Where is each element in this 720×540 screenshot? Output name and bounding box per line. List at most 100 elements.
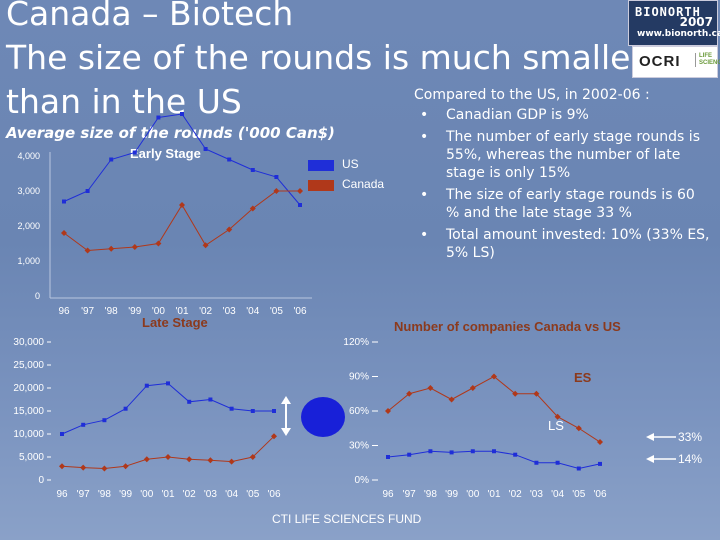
late-point-us bbox=[250, 409, 255, 413]
late-series-line-canada bbox=[61, 435, 275, 470]
late-x-tick-label: '03 bbox=[204, 489, 217, 500]
early-point-canada bbox=[108, 245, 115, 252]
early-x-tick-label: '99 bbox=[128, 306, 141, 317]
early-x-tick-label: '03 bbox=[223, 306, 236, 317]
late-point-us bbox=[81, 422, 86, 427]
companies-chart-title: Number of companies Canada vs US bbox=[394, 319, 621, 334]
companies-x-tick-label: '01 bbox=[487, 489, 500, 500]
late-point-us bbox=[208, 397, 213, 402]
companies-point-es bbox=[575, 425, 582, 432]
early-x-tick-label: '05 bbox=[270, 306, 283, 317]
companies-x-tick-label: '06 bbox=[593, 489, 606, 500]
companies-point-es bbox=[406, 390, 413, 397]
companies-point-ls bbox=[386, 455, 390, 459]
legend-canada-label: Canada bbox=[342, 177, 385, 191]
bullet-list: • Canadian GDP is 9% • The number of early… bbox=[412, 106, 712, 262]
companies-series-line-es bbox=[387, 375, 601, 443]
companies-series-line-ls bbox=[387, 450, 601, 470]
early-point-us bbox=[132, 150, 137, 155]
late-x-tick-label: 96 bbox=[56, 489, 68, 500]
late-x-tick-label: '97 bbox=[77, 489, 90, 500]
bionorth-logo-year: 2007 bbox=[679, 15, 713, 29]
late-point-us bbox=[166, 381, 170, 386]
early-y-tick-label: 1,000 bbox=[17, 256, 40, 266]
late-point-us bbox=[144, 383, 149, 388]
late-point-us bbox=[102, 418, 107, 423]
ocri-logo-tag: LIFE SCIENCES bbox=[695, 53, 720, 67]
early-point-us bbox=[85, 189, 90, 193]
late-point-canada bbox=[59, 463, 65, 470]
late-point-us bbox=[123, 406, 128, 411]
late-point-canada bbox=[101, 465, 108, 472]
companies-point-es bbox=[597, 439, 603, 446]
companies-point-ls bbox=[576, 466, 581, 471]
late-x-tick-label: '02 bbox=[183, 489, 196, 500]
chart-subtitle: Average size of the rounds ('000 Can$) bbox=[6, 124, 335, 142]
early-point-us bbox=[180, 112, 184, 116]
companies-point-es bbox=[533, 390, 540, 397]
late-y-tick-label: 25,000 bbox=[13, 360, 44, 371]
late-point-canada bbox=[122, 463, 129, 470]
companies-x-tick-label: '02 bbox=[509, 489, 522, 500]
early-point-us bbox=[298, 203, 302, 207]
early-x-tick-label: '04 bbox=[246, 306, 259, 317]
late-point-canada bbox=[80, 464, 87, 471]
late-x-tick-label: '01 bbox=[161, 489, 174, 500]
early-series-line-us bbox=[63, 113, 301, 206]
early-point-us bbox=[227, 157, 232, 162]
late-x-tick-label: '06 bbox=[267, 489, 280, 500]
companies-x-tick-label: '03 bbox=[530, 489, 543, 500]
annotation-14: 14% bbox=[678, 452, 703, 466]
companies-point-ls bbox=[470, 449, 475, 454]
early-point-canada bbox=[297, 188, 303, 194]
late-y-tick-label: 5,000 bbox=[19, 452, 44, 463]
ocri-logo: OCRI LIFE SCIENCES bbox=[632, 46, 720, 78]
early-x-tick-label: '97 bbox=[81, 306, 94, 317]
companies-point-es bbox=[448, 396, 455, 403]
late-point-canada bbox=[249, 454, 256, 460]
early-point-us bbox=[62, 199, 66, 204]
title-line-2: The size of the rounds is much smaller bbox=[6, 38, 645, 77]
companies-point-ls bbox=[598, 461, 602, 466]
late-point-us bbox=[60, 432, 64, 436]
late-x-tick-label: '04 bbox=[225, 489, 238, 500]
late-point-canada bbox=[143, 456, 150, 463]
companies-point-ls bbox=[555, 460, 560, 465]
late-y-tick-label: 30,000 bbox=[13, 337, 44, 348]
late-point-canada bbox=[186, 456, 193, 463]
companies-point-ls bbox=[534, 460, 539, 465]
late-x-tick-label: '98 bbox=[98, 489, 111, 500]
bionorth-logo-url: www.bionorth.ca bbox=[637, 29, 720, 39]
annotation-33: 33% bbox=[678, 430, 703, 444]
companies-x-tick-label: '98 bbox=[424, 489, 437, 500]
early-point-canada bbox=[131, 244, 138, 250]
companies-y-tick-label: 90% bbox=[349, 372, 369, 383]
early-point-canada bbox=[202, 242, 209, 249]
early-series-line-canada bbox=[63, 190, 300, 252]
late-x-tick-label: '00 bbox=[140, 489, 153, 500]
early-y-tick-label: 3,000 bbox=[17, 186, 40, 196]
companies-y-tick-label: 30% bbox=[349, 441, 369, 452]
companies-point-es bbox=[385, 408, 391, 414]
late-y-tick-label: 0 bbox=[38, 475, 44, 486]
early-x-tick-label: '98 bbox=[105, 306, 118, 317]
companies-y-tick-label: 120% bbox=[343, 337, 369, 348]
companies-x-tick-label: '99 bbox=[445, 489, 458, 500]
early-point-canada bbox=[84, 247, 91, 254]
companies-point-es bbox=[554, 413, 561, 420]
annotation-arrow-33-icon bbox=[646, 433, 676, 441]
companies-point-ls bbox=[449, 450, 454, 455]
companies-point-ls bbox=[428, 449, 433, 454]
legend-canada-swatch bbox=[308, 180, 334, 191]
late-point-canada bbox=[165, 454, 171, 460]
companies-point-ls bbox=[407, 452, 412, 457]
early-y-tick-label: 4,000 bbox=[17, 151, 40, 161]
companies-point-ls bbox=[492, 449, 496, 454]
late-y-tick-label: 15,000 bbox=[13, 406, 44, 417]
title-line-3: than in the US bbox=[6, 82, 242, 121]
comparison-bullets: Compared to the US, in 2002-06 : • Canadi… bbox=[412, 86, 712, 266]
companies-point-es bbox=[427, 385, 434, 391]
bullets-heading: Compared to the US, in 2002-06 : bbox=[414, 87, 650, 103]
companies-y-tick-label: 60% bbox=[349, 406, 369, 417]
